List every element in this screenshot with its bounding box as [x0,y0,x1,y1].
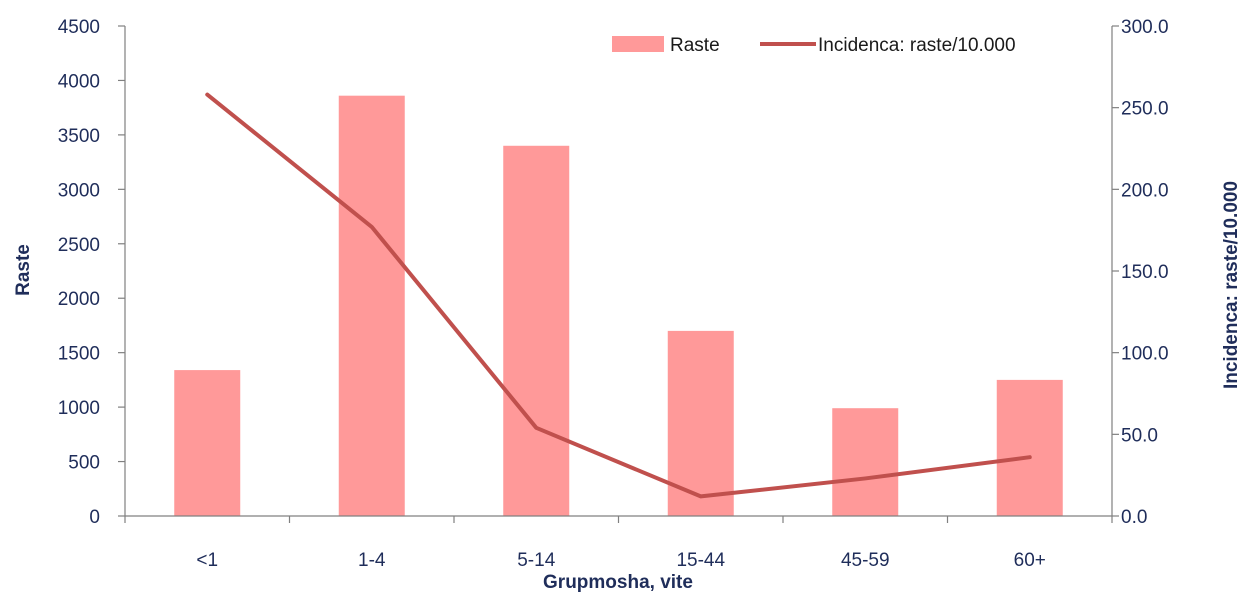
right-ticks: 0.0 50.0 100.0 150.0 200.0 250.0 300.0 [1112,17,1169,528]
bar-1-4 [338,95,405,516]
right-tick-label: 250.0 [1121,99,1169,120]
right-tick-label: 0.0 [1121,507,1147,528]
bar-5-14 [503,145,570,516]
legend-line-label: Incidenca: raste/10.000 [818,35,1016,56]
legend-bar-swatch [612,36,664,52]
left-tick-label: 2500 [58,235,100,256]
left-tick-label: 1000 [58,398,100,419]
bar-<1 [174,370,241,516]
bar-60+ [996,379,1063,516]
left-tick-label: 2000 [58,289,100,310]
incidence-line [205,92,1032,499]
right-tick-label: 200.0 [1121,180,1169,201]
x-tick-label: 5-14 [517,550,555,571]
left-tick-label: 500 [68,453,100,474]
x-tick-label: 1-4 [358,550,386,571]
legend-bar-label: Raste [670,35,720,56]
left-tick-label: 4500 [58,17,100,38]
right-tick-label: 100.0 [1121,344,1169,365]
bars-layer [174,95,1063,516]
left-y-axis-title: Raste [13,244,34,296]
x-tick-label: 15-44 [676,550,725,571]
right-tick-label: 50.0 [1121,425,1158,446]
right-tick-label: 300.0 [1121,17,1169,38]
x-tick-label: 60+ [1014,550,1046,571]
bar-45-59 [832,408,899,516]
left-tick-label: 0 [89,507,100,528]
right-tick-label: 150.0 [1121,262,1169,283]
left-tick-label: 3000 [58,180,100,201]
left-tick-label: 1500 [58,344,100,365]
line-layer [205,92,1032,499]
x-tick-label: 45-59 [841,550,890,571]
left-ticks: 0 500 1000 1500 2000 2500 3000 3500 4000 4500 [58,17,125,528]
legend: Raste Incidenca: raste/10.000 [612,35,1016,56]
x-ticks: <1 1-4 5-14 15-44 45-59 60+ [124,516,1113,571]
x-axis-title: Grupmosha, vite [543,572,693,592]
left-tick-label: 3500 [58,126,100,147]
x-tick-label: <1 [196,550,218,571]
right-y-axis-title: Incidenca: raste/10.000 [1221,181,1241,389]
left-tick-label: 4000 [58,71,100,92]
